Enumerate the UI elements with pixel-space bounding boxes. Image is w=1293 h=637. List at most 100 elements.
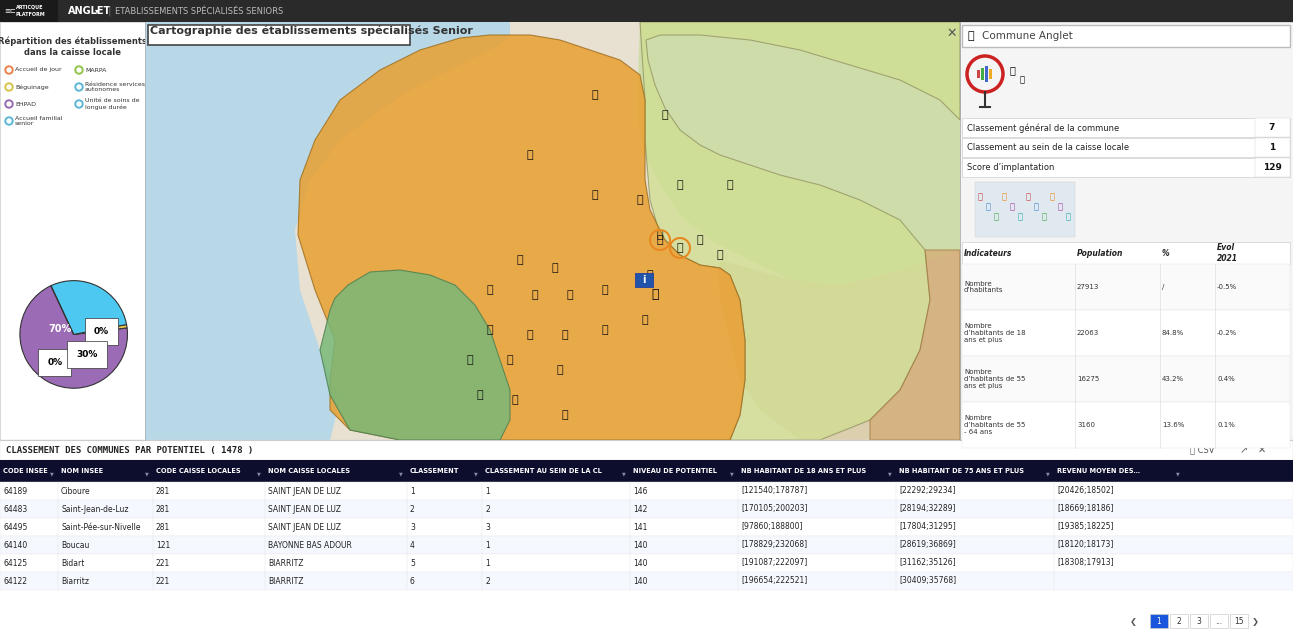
- Text: Biarritz: Biarritz: [61, 576, 89, 585]
- Text: CLASSEMENT AU SEIN DE LA CL: CLASSEMENT AU SEIN DE LA CL: [485, 468, 601, 474]
- Text: 👤: 👤: [1050, 192, 1055, 201]
- Text: 👥: 👥: [657, 235, 663, 245]
- Bar: [989, 69, 992, 79]
- Text: Unité de soins de
longue durée: Unité de soins de longue durée: [85, 98, 140, 110]
- Text: 🏠: 🏠: [1010, 65, 1016, 75]
- Text: [17804;31295]: [17804;31295]: [899, 522, 956, 531]
- Text: Béguinage: Béguinage: [16, 84, 49, 90]
- Text: [170105;200203]: [170105;200203]: [741, 505, 808, 513]
- Circle shape: [6, 102, 12, 106]
- Text: 👤: 👤: [987, 203, 990, 211]
- Text: Répartition des établissements
dans la caisse locale: Répartition des établissements dans la c…: [0, 36, 146, 57]
- Bar: [1190, 614, 1208, 628]
- Text: 🔍: 🔍: [968, 31, 975, 41]
- Text: 0.1%: 0.1%: [1217, 422, 1235, 428]
- Wedge shape: [50, 281, 127, 334]
- Text: Nombre
d’habitants de 55
ans et plus: Nombre d’habitants de 55 ans et plus: [965, 369, 1025, 389]
- Text: 👥: 👥: [467, 355, 473, 365]
- Text: 7: 7: [1268, 124, 1275, 132]
- Text: 👥: 👥: [517, 255, 524, 265]
- Circle shape: [78, 85, 81, 89]
- Polygon shape: [640, 22, 959, 440]
- Text: 👥: 👥: [526, 330, 533, 340]
- Circle shape: [5, 66, 13, 74]
- Text: 2: 2: [485, 505, 490, 513]
- Text: 👥: 👥: [507, 355, 513, 365]
- Text: 👥: 👥: [676, 243, 683, 253]
- Text: 👥: 👥: [592, 90, 599, 100]
- Polygon shape: [145, 22, 509, 440]
- Text: [28619;36869]: [28619;36869]: [899, 541, 956, 550]
- Text: 1: 1: [485, 487, 490, 496]
- Text: 0%: 0%: [94, 327, 109, 336]
- Text: 3: 3: [485, 522, 490, 531]
- Bar: [0, 22, 145, 440]
- Text: Boucau: Boucau: [61, 541, 89, 550]
- Text: 84.8%: 84.8%: [1162, 330, 1184, 336]
- Text: 👥: 👥: [566, 290, 573, 300]
- Text: ↗: ↗: [1240, 445, 1248, 455]
- Text: 140: 140: [634, 559, 648, 568]
- Text: 🖨 CSV: 🖨 CSV: [1190, 445, 1214, 455]
- Text: [30409;35768]: [30409;35768]: [899, 576, 956, 585]
- Bar: [962, 242, 1290, 264]
- Text: [121540;178787]: [121540;178787]: [741, 487, 807, 496]
- Text: BAYONNE BAS ADOUR: BAYONNE BAS ADOUR: [268, 541, 352, 550]
- Text: ✕: ✕: [946, 27, 957, 40]
- Bar: [962, 118, 1290, 137]
- Text: 1: 1: [410, 487, 415, 496]
- Text: [19385;18225]: [19385;18225]: [1056, 522, 1113, 531]
- Text: Evol
2021: Evol 2021: [1217, 243, 1237, 262]
- Text: NB HABITANT DE 18 ANS ET PLUS: NB HABITANT DE 18 ANS ET PLUS: [741, 468, 866, 474]
- Text: /: /: [1162, 284, 1165, 290]
- Text: 22063: 22063: [1077, 330, 1099, 336]
- Text: 👤: 👤: [1027, 192, 1031, 201]
- Bar: [635, 273, 653, 287]
- Text: 281: 281: [156, 487, 171, 496]
- Bar: [975, 182, 1074, 237]
- Text: 👥: 👥: [592, 190, 599, 200]
- Text: 👥: 👥: [636, 195, 644, 205]
- Text: ❯: ❯: [1252, 617, 1259, 626]
- Polygon shape: [297, 35, 745, 440]
- Text: 221: 221: [156, 559, 171, 568]
- Text: 👥: 👥: [486, 285, 494, 295]
- Text: 👤: 👤: [1065, 213, 1071, 222]
- Circle shape: [5, 117, 13, 125]
- Circle shape: [5, 100, 13, 108]
- Text: 64125: 64125: [3, 559, 27, 568]
- Text: ▼: ▼: [50, 471, 54, 476]
- Bar: [1256, 138, 1290, 157]
- Text: Bidart: Bidart: [61, 559, 84, 568]
- Text: [97860;188800]: [97860;188800]: [741, 522, 803, 531]
- Text: ▼: ▼: [1046, 471, 1050, 476]
- Text: 64122: 64122: [3, 576, 27, 585]
- Text: 1: 1: [485, 559, 490, 568]
- Text: |: |: [109, 6, 111, 17]
- Text: 281: 281: [156, 522, 171, 531]
- Bar: [978, 70, 980, 78]
- Text: 16275: 16275: [1077, 376, 1099, 382]
- Text: ▼: ▼: [475, 471, 477, 476]
- Text: 0%: 0%: [48, 358, 62, 367]
- Text: 👥: 👥: [676, 180, 683, 190]
- Text: 121: 121: [156, 541, 171, 550]
- Text: ...: ...: [1215, 617, 1223, 626]
- Text: 👥: 👥: [486, 325, 494, 335]
- Text: 1: 1: [485, 541, 490, 550]
- Text: 🔵: 🔵: [652, 289, 658, 301]
- Bar: [0, 440, 1293, 637]
- FancyBboxPatch shape: [147, 25, 410, 45]
- Polygon shape: [637, 22, 959, 285]
- Bar: [962, 25, 1290, 47]
- Text: 👤: 👤: [978, 192, 983, 201]
- Bar: [0, 0, 58, 22]
- Text: 👤: 👤: [1042, 213, 1047, 222]
- Text: ANGLET: ANGLET: [69, 6, 111, 16]
- Bar: [0, 554, 1293, 572]
- Bar: [962, 138, 1290, 157]
- Text: 👥: 👥: [531, 290, 538, 300]
- Text: ≡⊏: ≡⊏: [4, 8, 16, 14]
- Text: i: i: [643, 275, 645, 285]
- Text: 4: 4: [410, 541, 415, 550]
